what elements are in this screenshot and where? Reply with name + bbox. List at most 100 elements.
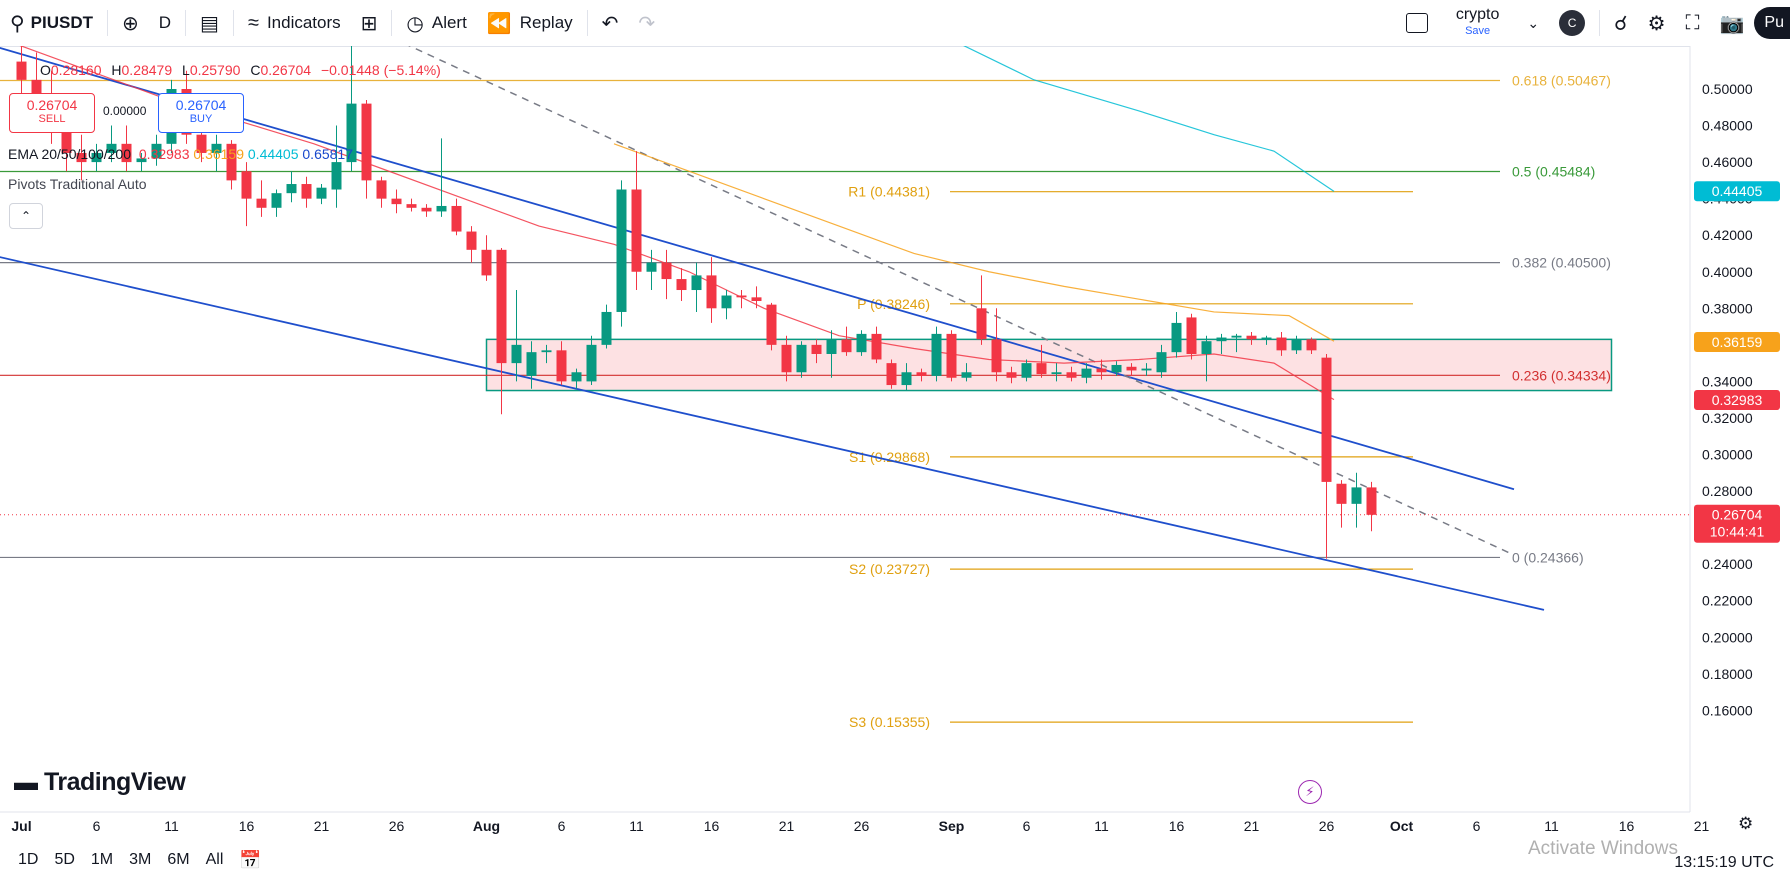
candle-body — [1366, 487, 1377, 515]
ohlc-close: 0.26704 — [260, 62, 312, 78]
x-tick-label: 21 — [779, 818, 795, 834]
y-tick-label: 0.32000 — [1702, 410, 1753, 426]
trendline — [0, 256, 1545, 611]
search-icon: ⚲ — [10, 12, 25, 35]
price-chart[interactable]: 0.618 (0.50467) 0.5 (0.45484) 0.382 (0.405… — [0, 46, 1790, 846]
candle-body — [421, 207, 432, 212]
y-tick-label: 0.50000 — [1702, 81, 1753, 97]
candle-body — [61, 125, 72, 153]
buy-button[interactable]: 0.26704 BUY — [158, 93, 244, 133]
avatar[interactable]: C — [1549, 0, 1595, 46]
ema20-value: 0.32983 — [138, 146, 190, 162]
candle-body — [361, 103, 372, 181]
settings-button[interactable]: ⚙ — [1638, 0, 1676, 46]
candle-body — [241, 171, 252, 199]
compare-button[interactable]: ⊕ — [112, 0, 149, 46]
candle-body — [1021, 363, 1032, 378]
indicators-button[interactable]: ≈ Indicators — [238, 0, 351, 46]
candle-body — [1216, 337, 1227, 342]
range-3m[interactable]: 3M — [129, 851, 152, 868]
candle-body — [1321, 357, 1332, 482]
templates-button[interactable]: ⊞ — [351, 0, 388, 46]
ema-legend[interactable]: EMA 20/50/100/200 0.32983 0.36159 0.4440… — [8, 146, 353, 162]
candle-body — [946, 333, 957, 378]
candle-body — [481, 249, 492, 276]
candle-body — [466, 231, 477, 250]
layout-name-button[interactable]: crypto Save — [1438, 0, 1518, 46]
range-1d[interactable]: 1D — [18, 851, 39, 868]
chevron-up-icon: ⌃ — [20, 209, 32, 223]
chart-type-button[interactable]: ▤ — [190, 0, 229, 46]
x-tick-label: 11 — [1544, 818, 1559, 834]
price-badge — [1694, 331, 1780, 352]
calendar-icon[interactable]: 📅 — [239, 849, 262, 870]
tradingview-logo[interactable]: ▬ TradingView — [14, 768, 186, 797]
magnifier-icon: ☌ — [1614, 12, 1628, 35]
x-tick-label: Sep — [939, 818, 965, 834]
candle-body — [1006, 372, 1017, 378]
candle-body — [331, 162, 342, 190]
symbol-search[interactable]: ⚲ PIUSDT — [0, 0, 103, 46]
x-tick-label: 26 — [389, 818, 405, 834]
alert-button[interactable]: ◷ Alert — [396, 0, 476, 46]
redo-icon: ↷ — [638, 12, 656, 35]
lightning-icon[interactable]: ⚡ — [1298, 780, 1322, 804]
alarm-icon: ◷ — [406, 12, 424, 35]
candle-body — [196, 134, 207, 153]
candle-body — [1201, 341, 1212, 354]
collapse-legend-button[interactable]: ⌃ — [9, 203, 43, 229]
range-1m[interactable]: 1M — [90, 851, 114, 868]
candle-body — [346, 103, 357, 163]
layout-menu-button[interactable]: ⌄ — [1517, 0, 1549, 46]
interval-label: D — [158, 13, 172, 32]
fib-label: 0 (0.24366) — [1512, 549, 1584, 565]
sell-button[interactable]: 0.26704 SELL — [9, 93, 95, 133]
candle-body — [1081, 368, 1092, 378]
range-5d[interactable]: 5D — [54, 851, 75, 868]
publish-button[interactable]: Pu — [1754, 0, 1790, 46]
candle-body — [541, 350, 552, 353]
gear-icon: ⚙ — [1647, 12, 1666, 35]
last-price-label: 0.26704 — [1712, 507, 1763, 523]
publish-label: Pu — [1754, 7, 1790, 39]
y-tick-label: 0.20000 — [1702, 629, 1753, 645]
undo-button[interactable]: ↶ — [592, 0, 629, 46]
interval-button[interactable]: D — [149, 0, 181, 46]
ohlc-o-label: O — [40, 62, 51, 78]
divider — [232, 10, 234, 36]
redo-button[interactable]: ↷ — [628, 0, 665, 46]
candle-body — [526, 352, 537, 376]
ohlc-low: 0.25790 — [189, 62, 241, 78]
snapshot-button[interactable]: 📷 — [1710, 0, 1755, 46]
candle-body — [1336, 483, 1347, 504]
zone-rect — [485, 338, 1613, 392]
bottom-bar: 1D 5D 1M 3M 6M All 📅 Activate Windows 13… — [0, 838, 1790, 874]
indicators-label: Indicators — [266, 13, 341, 32]
quick-search-button[interactable]: ☌ — [1604, 0, 1637, 46]
candle-body — [616, 189, 627, 312]
candle-body — [151, 143, 162, 159]
range-all[interactable]: All — [205, 851, 224, 868]
candle-body — [661, 262, 672, 280]
price-badge — [1694, 389, 1780, 410]
replay-button[interactable]: ⏪ Replay — [477, 0, 583, 46]
x-tick-label: 26 — [1319, 818, 1335, 834]
pivots-legend[interactable]: Pivots Traditional Auto — [8, 176, 147, 192]
candle-body — [556, 350, 567, 382]
candle-body — [436, 205, 447, 212]
candle-body — [886, 363, 897, 386]
axis-settings-icon[interactable]: ⚙ — [1738, 814, 1754, 833]
fullscreen-button[interactable]: ⛶ — [1676, 0, 1710, 46]
x-tick-label: 16 — [239, 818, 255, 834]
price-badge-label: 0.36159 — [1712, 334, 1763, 350]
range-6m[interactable]: 6M — [167, 851, 190, 868]
candle-body — [106, 143, 117, 153]
buy-price: 0.26704 — [175, 97, 227, 113]
ohlc-high: 0.28479 — [121, 62, 173, 78]
candle-body — [901, 372, 912, 386]
layout-toggle-button[interactable] — [1396, 0, 1438, 46]
candle-body — [766, 304, 777, 345]
divider — [185, 10, 187, 36]
y-tick-label: 0.38000 — [1702, 300, 1753, 316]
x-tick-label: 26 — [854, 818, 870, 834]
